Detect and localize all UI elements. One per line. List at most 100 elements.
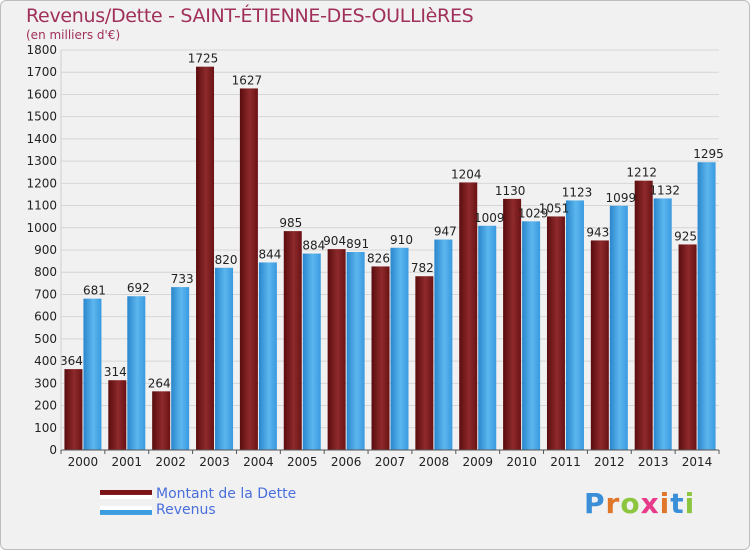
data-label-debt: 264 [148,376,171,390]
y-tick-label: 700 [34,287,57,301]
legend: Montant de la Dette Revenus [100,486,296,518]
data-label-revenue: 1029 [518,206,549,220]
bars [64,66,716,451]
x-tick-label: 2000 [68,455,99,469]
bar-revenue [478,225,497,450]
y-tick-label: 300 [34,376,57,390]
bar-chart: 3646813146922647331725820162784498588490… [26,43,724,469]
bar-debt [64,369,83,450]
chart-title: Revenus/Dette - SAINT-ÉTIENNE-DES-OULLIè… [26,5,474,27]
bar-debt [327,249,346,450]
y-tick-label: 1800 [26,43,57,57]
bar-debt [239,88,258,450]
bar-debt [503,198,522,450]
y-tick-label: 1200 [26,176,57,190]
logo-letter: o [620,487,641,520]
data-label-debt: 985 [279,216,302,230]
y-tick-label: 1100 [26,199,57,213]
bar-revenue [434,239,453,450]
x-tick-label: 2003 [199,455,230,469]
bar-debt [196,66,215,451]
legend-label-debt: Montant de la Dette [156,486,297,502]
x-tick-label: 2014 [682,455,713,469]
y-tick-label: 1000 [26,221,57,235]
data-label-debt: 1051 [539,201,570,215]
data-label-revenue: 844 [258,247,281,261]
y-tick-label: 400 [34,354,57,368]
y-tick-label: 500 [34,332,57,346]
legend-label-revenue: Revenus [156,502,216,518]
y-tick-label: 200 [34,399,57,413]
data-label-debt: 314 [104,365,127,379]
data-label-debt: 826 [367,251,390,265]
data-label-debt: 1130 [495,184,526,198]
data-label-revenue: 1099 [606,191,637,205]
proxiti-logo: Proxiti [584,487,695,520]
legend-swatch-revenue [100,505,152,515]
y-tick-label: 1600 [26,87,57,101]
bar-revenue [565,200,584,450]
chart-subtitle: (en milliers d'€) [26,28,121,42]
bar-revenue [697,162,716,450]
bar-revenue [215,267,234,450]
data-label-debt: 782 [411,261,434,275]
x-tick-label: 2005 [287,455,318,469]
data-label-debt: 1204 [451,167,482,181]
y-tick-label: 1700 [26,65,57,79]
bar-revenue [346,252,365,450]
data-label-revenue: 681 [83,284,106,298]
legend-swatch-debt [100,489,152,499]
x-tick-label: 2009 [462,455,493,469]
bar-debt [152,391,171,450]
bar-debt [415,276,434,450]
grid [61,49,719,451]
x-tick-label: 2010 [506,455,537,469]
data-label-debt: 1212 [626,166,657,180]
bar-revenue [83,298,102,450]
data-label-revenue: 1009 [474,211,505,225]
y-tick-label: 800 [34,265,57,279]
legend-item-debt: Montant de la Dette [100,486,296,502]
y-tick-label: 100 [34,421,57,435]
data-label-revenue: 910 [390,233,413,247]
bar-debt [459,182,478,450]
bar-debt [371,266,390,450]
bar-debt [546,216,565,450]
data-labels: 364 681 314 692 264 733 1725 820 1627 844 98588490… [60,52,724,391]
bar-revenue [609,205,628,450]
logo-letter: i [659,487,671,520]
y-tick-label: 1300 [26,154,57,168]
y-tick-label: 1400 [26,132,57,146]
data-label-revenue: 884 [302,239,325,253]
data-label-revenue: 820 [215,253,238,267]
legend-item-revenue: Revenus [100,502,296,518]
data-label-revenue: 733 [171,272,194,286]
x-tick-label: 2006 [331,455,362,469]
data-label-revenue: 947 [434,225,457,239]
bar-revenue [390,247,409,450]
bar-revenue [127,296,146,450]
bar-revenue [171,287,190,450]
x-tick-label: 2012 [594,455,625,469]
data-label-debt: 1725 [188,52,219,66]
logo-letter: t [670,487,685,520]
data-label-revenue: 1123 [562,185,593,199]
y-tick-label: 900 [34,243,57,257]
data-label-debt: 904 [323,234,346,248]
y-tick-label: 600 [34,310,57,324]
y-tick-label: 1500 [26,110,57,124]
bar-debt [590,240,609,450]
x-tick-label: 2007 [375,455,406,469]
bar-debt [108,380,127,450]
x-tick-label: 2008 [419,455,450,469]
bar-revenue [522,221,541,450]
data-label-debt: 364 [60,354,83,368]
data-label-revenue: 692 [127,281,150,295]
bar-revenue [653,198,672,450]
data-label-debt: 943 [586,225,609,239]
x-tick-label: 2013 [638,455,669,469]
data-label-debt: 1627 [232,73,263,87]
x-tick-label: 2001 [112,455,143,469]
bar-debt [283,231,302,450]
bar-revenue [302,253,321,450]
